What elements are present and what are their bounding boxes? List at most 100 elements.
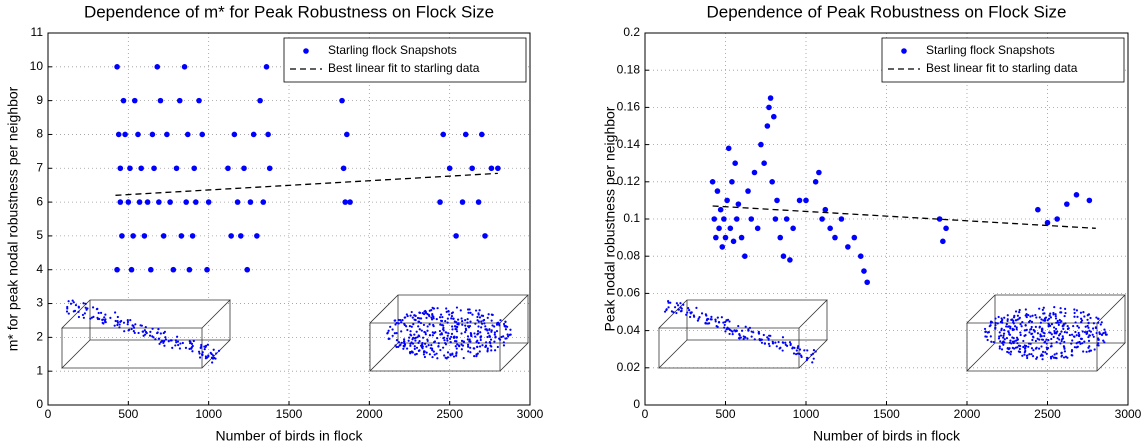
inset-dot: [489, 338, 493, 341]
inset-dot: [1097, 338, 1100, 341]
inset-dot: [77, 315, 81, 319]
point: [170, 266, 177, 273]
inset-dot: [496, 322, 499, 325]
point: [156, 199, 162, 205]
point: [709, 179, 716, 185]
point: [845, 244, 851, 250]
inset-dot: [1005, 322, 1008, 326]
point: [339, 97, 345, 104]
inset-dot: [1028, 319, 1032, 322]
inset-dot: [497, 322, 500, 326]
inset-dot: [102, 322, 105, 325]
inset-dot: [469, 351, 472, 354]
inset-dot: [1075, 334, 1078, 337]
inset-dot: [1030, 320, 1034, 323]
inset-dot: [1078, 340, 1081, 344]
inset-dot: [1016, 342, 1019, 345]
inset-dot: [1056, 321, 1060, 324]
inset-dot: [1063, 347, 1066, 350]
inset-dot: [440, 319, 444, 323]
inset-dot: [1089, 330, 1093, 333]
inset-dot: [768, 344, 771, 348]
point: [462, 131, 469, 138]
point: [186, 266, 193, 273]
inset-dot: [1073, 308, 1076, 311]
inset-dot: [460, 332, 463, 335]
point: [857, 253, 864, 259]
point: [1035, 206, 1041, 213]
inset-dot: [407, 339, 410, 342]
inset-dot: [188, 340, 191, 343]
inset-dot: [139, 324, 142, 327]
inset-dot: [450, 315, 454, 318]
point: [184, 131, 191, 138]
inset-dot: [502, 322, 506, 326]
inset-dot: [1019, 333, 1022, 337]
inset-dot: [509, 328, 512, 331]
inset-dot: [1031, 355, 1035, 358]
inset-dot: [464, 324, 467, 327]
inset-dot: [455, 336, 458, 339]
inset-dot: [1034, 313, 1037, 317]
inset-dot: [455, 351, 458, 354]
inset-dot: [1076, 324, 1079, 328]
inset-dot: [728, 332, 731, 336]
inset-dot: [393, 319, 396, 322]
inset-dot: [126, 320, 130, 324]
inset-dot: [1064, 322, 1067, 325]
inset-dot: [460, 317, 463, 320]
point: [838, 216, 845, 222]
inset-dot: [478, 350, 481, 353]
inset-dot: [795, 349, 798, 352]
inset-dot: [1030, 325, 1033, 329]
inset-dot: [704, 322, 707, 325]
point: [244, 266, 251, 273]
inset-dot: [464, 327, 467, 330]
inset-dot: [96, 317, 100, 321]
inset-dot: [1000, 348, 1004, 351]
inset-dot: [418, 328, 421, 331]
inset-dot: [201, 353, 204, 356]
inset-dot: [456, 343, 459, 346]
inset-dot: [1063, 340, 1066, 344]
inset-dot: [478, 345, 482, 348]
inset-dot: [1051, 355, 1054, 358]
inset-dot: [436, 336, 439, 340]
point: [479, 131, 485, 138]
inset-dot: [433, 341, 436, 344]
inset-dot: [1045, 342, 1048, 345]
inset-dot: [775, 345, 778, 348]
inset-dot: [760, 338, 763, 341]
inset-dot: [449, 353, 452, 356]
point: [790, 225, 796, 232]
inset-dot: [1002, 334, 1005, 337]
inset-dot: [746, 337, 749, 340]
axes-frame: [644, 32, 1129, 406]
inset-dot: [717, 321, 721, 324]
point: [205, 199, 212, 205]
point: [130, 233, 136, 239]
inset-dot: [1012, 316, 1016, 319]
inset-dot: [1080, 320, 1083, 324]
inset-dot: [1027, 345, 1030, 348]
inset-dot: [474, 335, 477, 338]
point: [716, 225, 722, 232]
point: [748, 216, 755, 222]
point: [257, 97, 263, 104]
inset-dot: [811, 361, 814, 364]
inset-dot: [403, 340, 406, 343]
inset-dot: [1046, 319, 1049, 322]
inset-dot: [796, 346, 799, 350]
inset-dot: [403, 316, 406, 319]
inset-dot: [476, 330, 480, 333]
point: [176, 97, 183, 104]
point: [347, 199, 353, 205]
point: [812, 179, 819, 185]
inset-dot: [1052, 311, 1055, 315]
inset-dot: [399, 319, 402, 322]
inset-dot: [1088, 345, 1091, 348]
inset-dot: [402, 347, 405, 350]
inset-dot: [203, 347, 206, 351]
inset-dot: [470, 332, 473, 336]
point: [777, 234, 784, 241]
